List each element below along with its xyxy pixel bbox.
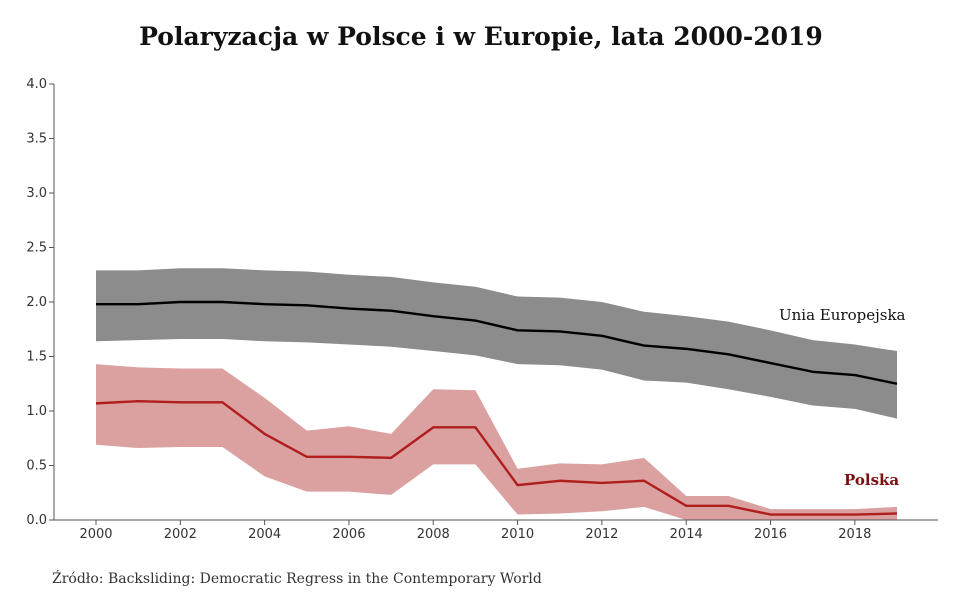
x-tick-label: 2012 [585, 527, 618, 542]
band-pl [96, 364, 897, 520]
x-tick-label: 2004 [248, 527, 281, 542]
x-tick-label: 2014 [670, 527, 703, 542]
y-tick-label: 3.0 [26, 186, 47, 201]
x-tick-label: 2010 [501, 527, 534, 542]
line-eu [96, 300, 898, 385]
y-tick-label: 1.5 [26, 350, 47, 365]
series-label-eu: Unia Europejska [779, 306, 906, 324]
chart-title: Polaryzacja w Polsce i w Europie, lata 2… [139, 22, 823, 51]
y-tick-label: 0.0 [26, 513, 47, 528]
series-label-pl: Polska [844, 471, 899, 489]
y-tick-label: 1.0 [26, 404, 47, 419]
y-tick-label: 4.0 [26, 77, 47, 92]
x-tick-label: 2002 [164, 527, 197, 542]
x-ticks: 2000 2002 2004 2006 2008 2010 2012 2014 2016 2018 [79, 520, 871, 542]
y-tick-label: 3.5 [26, 132, 47, 147]
confidence-bands [96, 268, 897, 520]
y-tick-label: 2.0 [26, 295, 47, 310]
x-tick-label: 2018 [838, 527, 871, 542]
y-tick-label: 2.5 [26, 241, 47, 256]
x-tick-label: 2016 [754, 527, 787, 542]
series-lines [95, 300, 898, 516]
y-ticks: 0.0 0.5 1.0 1.5 2.0 2.5 3.0 3.5 4.0 [26, 77, 54, 528]
line-pl [95, 399, 898, 516]
y-tick-label: 0.5 [26, 459, 47, 474]
x-tick-label: 2008 [417, 527, 450, 542]
source-note: Źródło: Backsliding: Democratic Regress … [52, 571, 542, 587]
x-tick-label: 2006 [332, 527, 365, 542]
x-tick-label: 2000 [79, 527, 112, 542]
